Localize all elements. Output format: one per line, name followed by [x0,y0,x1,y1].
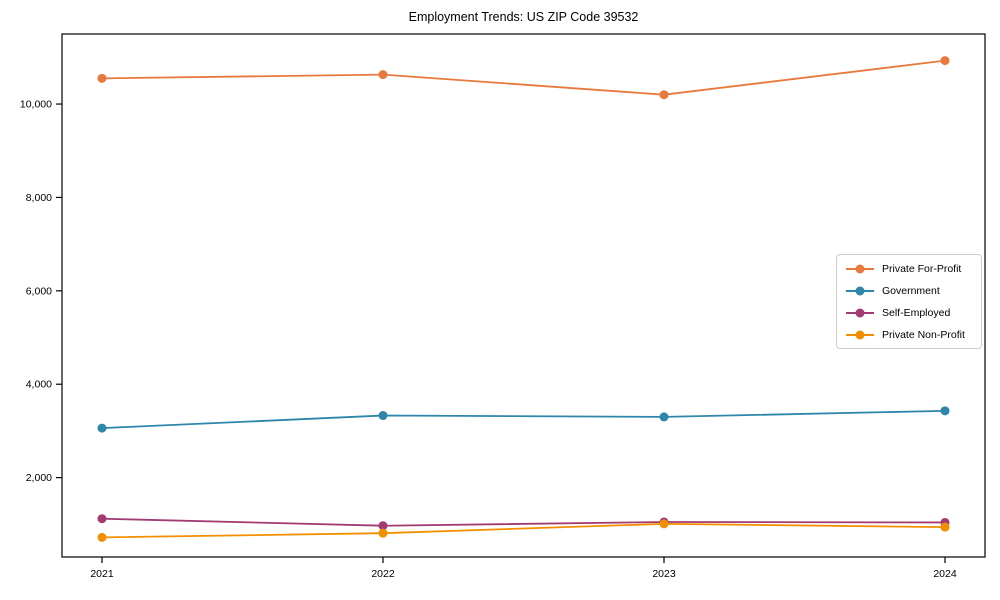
data-point-private-for-profit-2021 [97,73,107,83]
y-axis-tick-label: 4,000 [26,379,52,391]
data-point-self-employed-2021 [97,514,107,524]
y-axis-tick-label: 10,000 [20,99,52,111]
data-point-private-for-profit-2024 [940,56,950,66]
series-line-government [101,409,946,430]
series-line-self-employed [101,517,946,527]
data-point-government-2023 [659,412,669,422]
data-point-government-2021 [97,423,107,433]
data-point-private-non-profit-2024 [940,522,950,532]
data-point-private-for-profit-2022 [378,70,388,80]
chart-title: Employment Trends: US ZIP Code 39532 [408,10,639,24]
series-line-private-non-profit [101,522,946,539]
y-axis-tick-label: 2,000 [26,472,52,484]
y-axis-tick-label: 8,000 [26,192,52,204]
legend: Private For-Profit Government Self-Employe… [836,254,982,349]
legend-label-private-non-profit: Private Non-Profit [882,328,965,341]
legend-label-private-for-profit: Private For-Profit [882,262,962,275]
data-point-private-non-profit-2021 [97,532,107,542]
legend-label-self-employed: Self-Employed [882,306,951,319]
x-axis-tick-label: 2024 [933,568,957,580]
legend-item-government: Government [846,284,971,297]
legend-marker-government [846,289,874,292]
y-axis-tick-label: 6,000 [26,285,52,297]
x-axis-tick-label: 2023 [652,568,676,580]
legend-label-government: Government [882,284,940,297]
series-line-private-for-profit [101,59,946,96]
legend-item-self-employed: Self-Employed [846,306,971,319]
data-point-private-for-profit-2023 [659,90,669,100]
legend-item-private-non-profit: Private Non-Profit [846,328,971,341]
x-axis-tick-label: 2021 [90,568,114,580]
data-point-government-2024 [940,406,950,416]
legend-marker-private-for-profit [846,267,874,270]
data-point-private-non-profit-2022 [378,528,388,538]
data-point-self-employed-2022 [378,521,388,531]
legend-item-private-for-profit: Private For-Profit [846,262,971,275]
legend-marker-private-non-profit [846,333,874,336]
data-point-private-non-profit-2023 [659,519,669,529]
legend-marker-self-employed [846,311,874,314]
data-point-government-2022 [378,411,388,421]
plot-border [61,33,986,558]
x-axis-tick-label: 2022 [371,568,395,580]
